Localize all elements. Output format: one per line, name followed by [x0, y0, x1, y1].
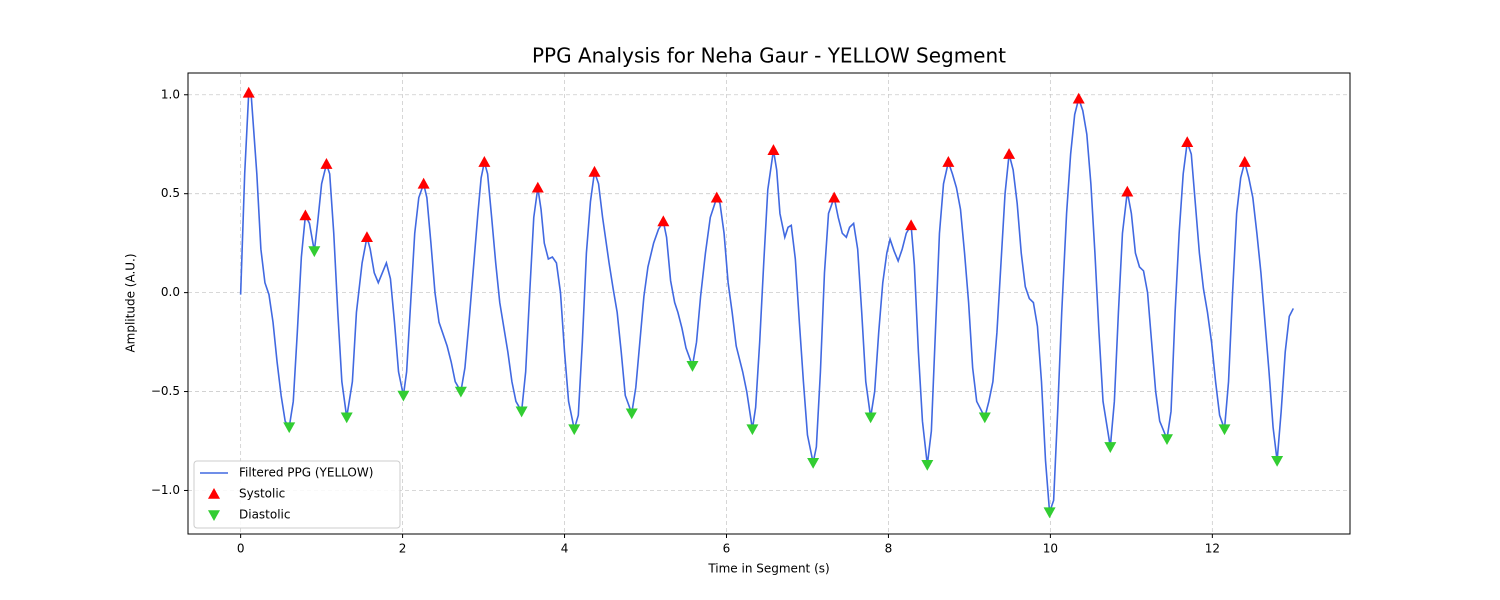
legend-swatch: [208, 488, 220, 499]
diastolic-marker: [1218, 424, 1231, 436]
x-tick-label: 0: [237, 542, 245, 556]
y-tick-label: 0.0: [161, 285, 180, 299]
diastolic-marker: [921, 459, 934, 471]
y-tick-label: 1.0: [161, 87, 180, 101]
diastolic-marker: [1043, 507, 1056, 519]
y-tick-label: −1.0: [151, 483, 180, 497]
diastolic-marker: [568, 424, 581, 436]
systolic-marker: [1238, 156, 1251, 167]
systolic-marker: [1121, 185, 1134, 197]
legend-box: [193, 460, 401, 529]
systolic-marker: [905, 219, 918, 231]
diastolic-marker: [864, 412, 877, 424]
x-tick-label: 8: [885, 542, 893, 556]
systolic-marker: [710, 191, 723, 203]
systolic-marker: [320, 158, 333, 169]
diastolic-marker: [283, 422, 296, 434]
systolic-marker: [767, 144, 780, 155]
diastolic-marker: [340, 412, 353, 424]
diastolic-marker: [807, 457, 820, 469]
systolic-marker: [417, 177, 430, 189]
y-axis-label: Amplitude (A.U.): [124, 253, 138, 352]
x-tick-label: 4: [561, 542, 569, 556]
systolic-marker: [588, 165, 601, 177]
systolic-marker: [942, 156, 955, 167]
x-axis-label: Time in Segment (s): [707, 562, 829, 576]
x-tick-label: 6: [723, 542, 731, 556]
systolic-marker: [1072, 92, 1085, 104]
diastolic-marker: [746, 424, 759, 436]
diastolic-marker: [978, 412, 991, 424]
diastolic-marker: [454, 386, 467, 398]
diastolic-marker: [1271, 455, 1284, 467]
systolic-marker: [1181, 136, 1194, 148]
legend-label: Systolic: [239, 487, 285, 501]
diastolic-marker: [1104, 442, 1117, 453]
systolic-marker: [531, 181, 544, 193]
x-tick-label: 12: [1205, 542, 1220, 556]
legend-label: Diastolic: [239, 508, 291, 522]
systolic-marker: [242, 86, 255, 98]
x-tick-label: 10: [1043, 542, 1058, 556]
systolic-marker: [478, 156, 491, 167]
chart-title: PPG Analysis for Neha Gaur - YELLOW Segm…: [532, 44, 1006, 68]
diastolic-marker: [397, 390, 410, 402]
legend-swatch: [208, 510, 220, 521]
systolic-marker: [657, 215, 670, 227]
diastolic-marker: [308, 246, 321, 258]
systolic-marker: [1003, 148, 1016, 159]
systolic-marker: [299, 209, 312, 221]
y-tick-label: −0.5: [151, 384, 180, 398]
diastolic-marker: [1160, 434, 1173, 446]
systolic-marker: [360, 231, 373, 243]
systolic-marker: [828, 191, 841, 203]
y-tick-label: 0.5: [161, 186, 180, 200]
diastolic-marker: [625, 408, 638, 420]
ppg-line: [239, 91, 1295, 513]
legend-label: Filtered PPG (YELLOW): [239, 466, 373, 480]
diastolic-marker: [686, 361, 699, 372]
diastolic-marker: [515, 406, 528, 418]
plot-frame: [187, 72, 1351, 535]
x-tick-label: 2: [399, 542, 407, 556]
